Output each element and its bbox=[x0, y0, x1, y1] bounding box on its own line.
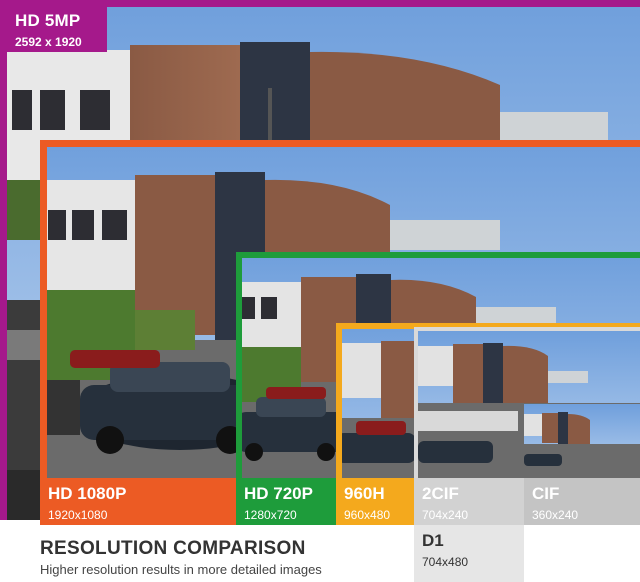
hd-5mp-top-bar bbox=[0, 0, 640, 7]
d1-name: D1 bbox=[422, 531, 444, 550]
cif-label: CIF 360x240 bbox=[524, 478, 640, 525]
hd-720p-size: 1280x720 bbox=[244, 508, 297, 522]
hd-720p-label: HD 720P 1280x720 bbox=[236, 478, 336, 525]
page-subtitle: Higher resolution results in more detail… bbox=[40, 562, 322, 577]
960h-label: 960H 960x480 bbox=[336, 478, 414, 525]
d1-size: 704x480 bbox=[422, 555, 469, 569]
hd-5mp-label: HD 5MP 2592 x 1920 bbox=[7, 7, 107, 52]
2cif-frame bbox=[414, 327, 640, 478]
hd-5mp-size: 2592 x 1920 bbox=[15, 35, 82, 49]
2cif-size: 704x240 bbox=[422, 508, 469, 522]
building-parking-lot-photo bbox=[524, 404, 640, 478]
hd-5mp-name: HD 5MP bbox=[15, 11, 81, 30]
cif-name: CIF bbox=[532, 484, 560, 503]
hd-1080p-label: HD 1080P 1920x1080 bbox=[40, 478, 236, 525]
2cif-name: 2CIF bbox=[422, 484, 459, 503]
hd-720p-name: HD 720P bbox=[244, 484, 313, 503]
page-title: RESOLUTION COMPARISON bbox=[40, 538, 306, 559]
2cif-label: 2CIF 704x240 bbox=[414, 478, 524, 525]
d1-label: D1 704x480 bbox=[414, 525, 524, 582]
960h-size: 960x480 bbox=[344, 508, 391, 522]
hd-1080p-size: 1920x1080 bbox=[48, 508, 108, 522]
960h-name: 960H bbox=[344, 484, 385, 503]
photo-cif bbox=[524, 404, 640, 478]
hd-1080p-name: HD 1080P bbox=[48, 484, 127, 503]
cif-size: 360x240 bbox=[532, 508, 579, 522]
hd-5mp-left-bar bbox=[0, 0, 7, 520]
